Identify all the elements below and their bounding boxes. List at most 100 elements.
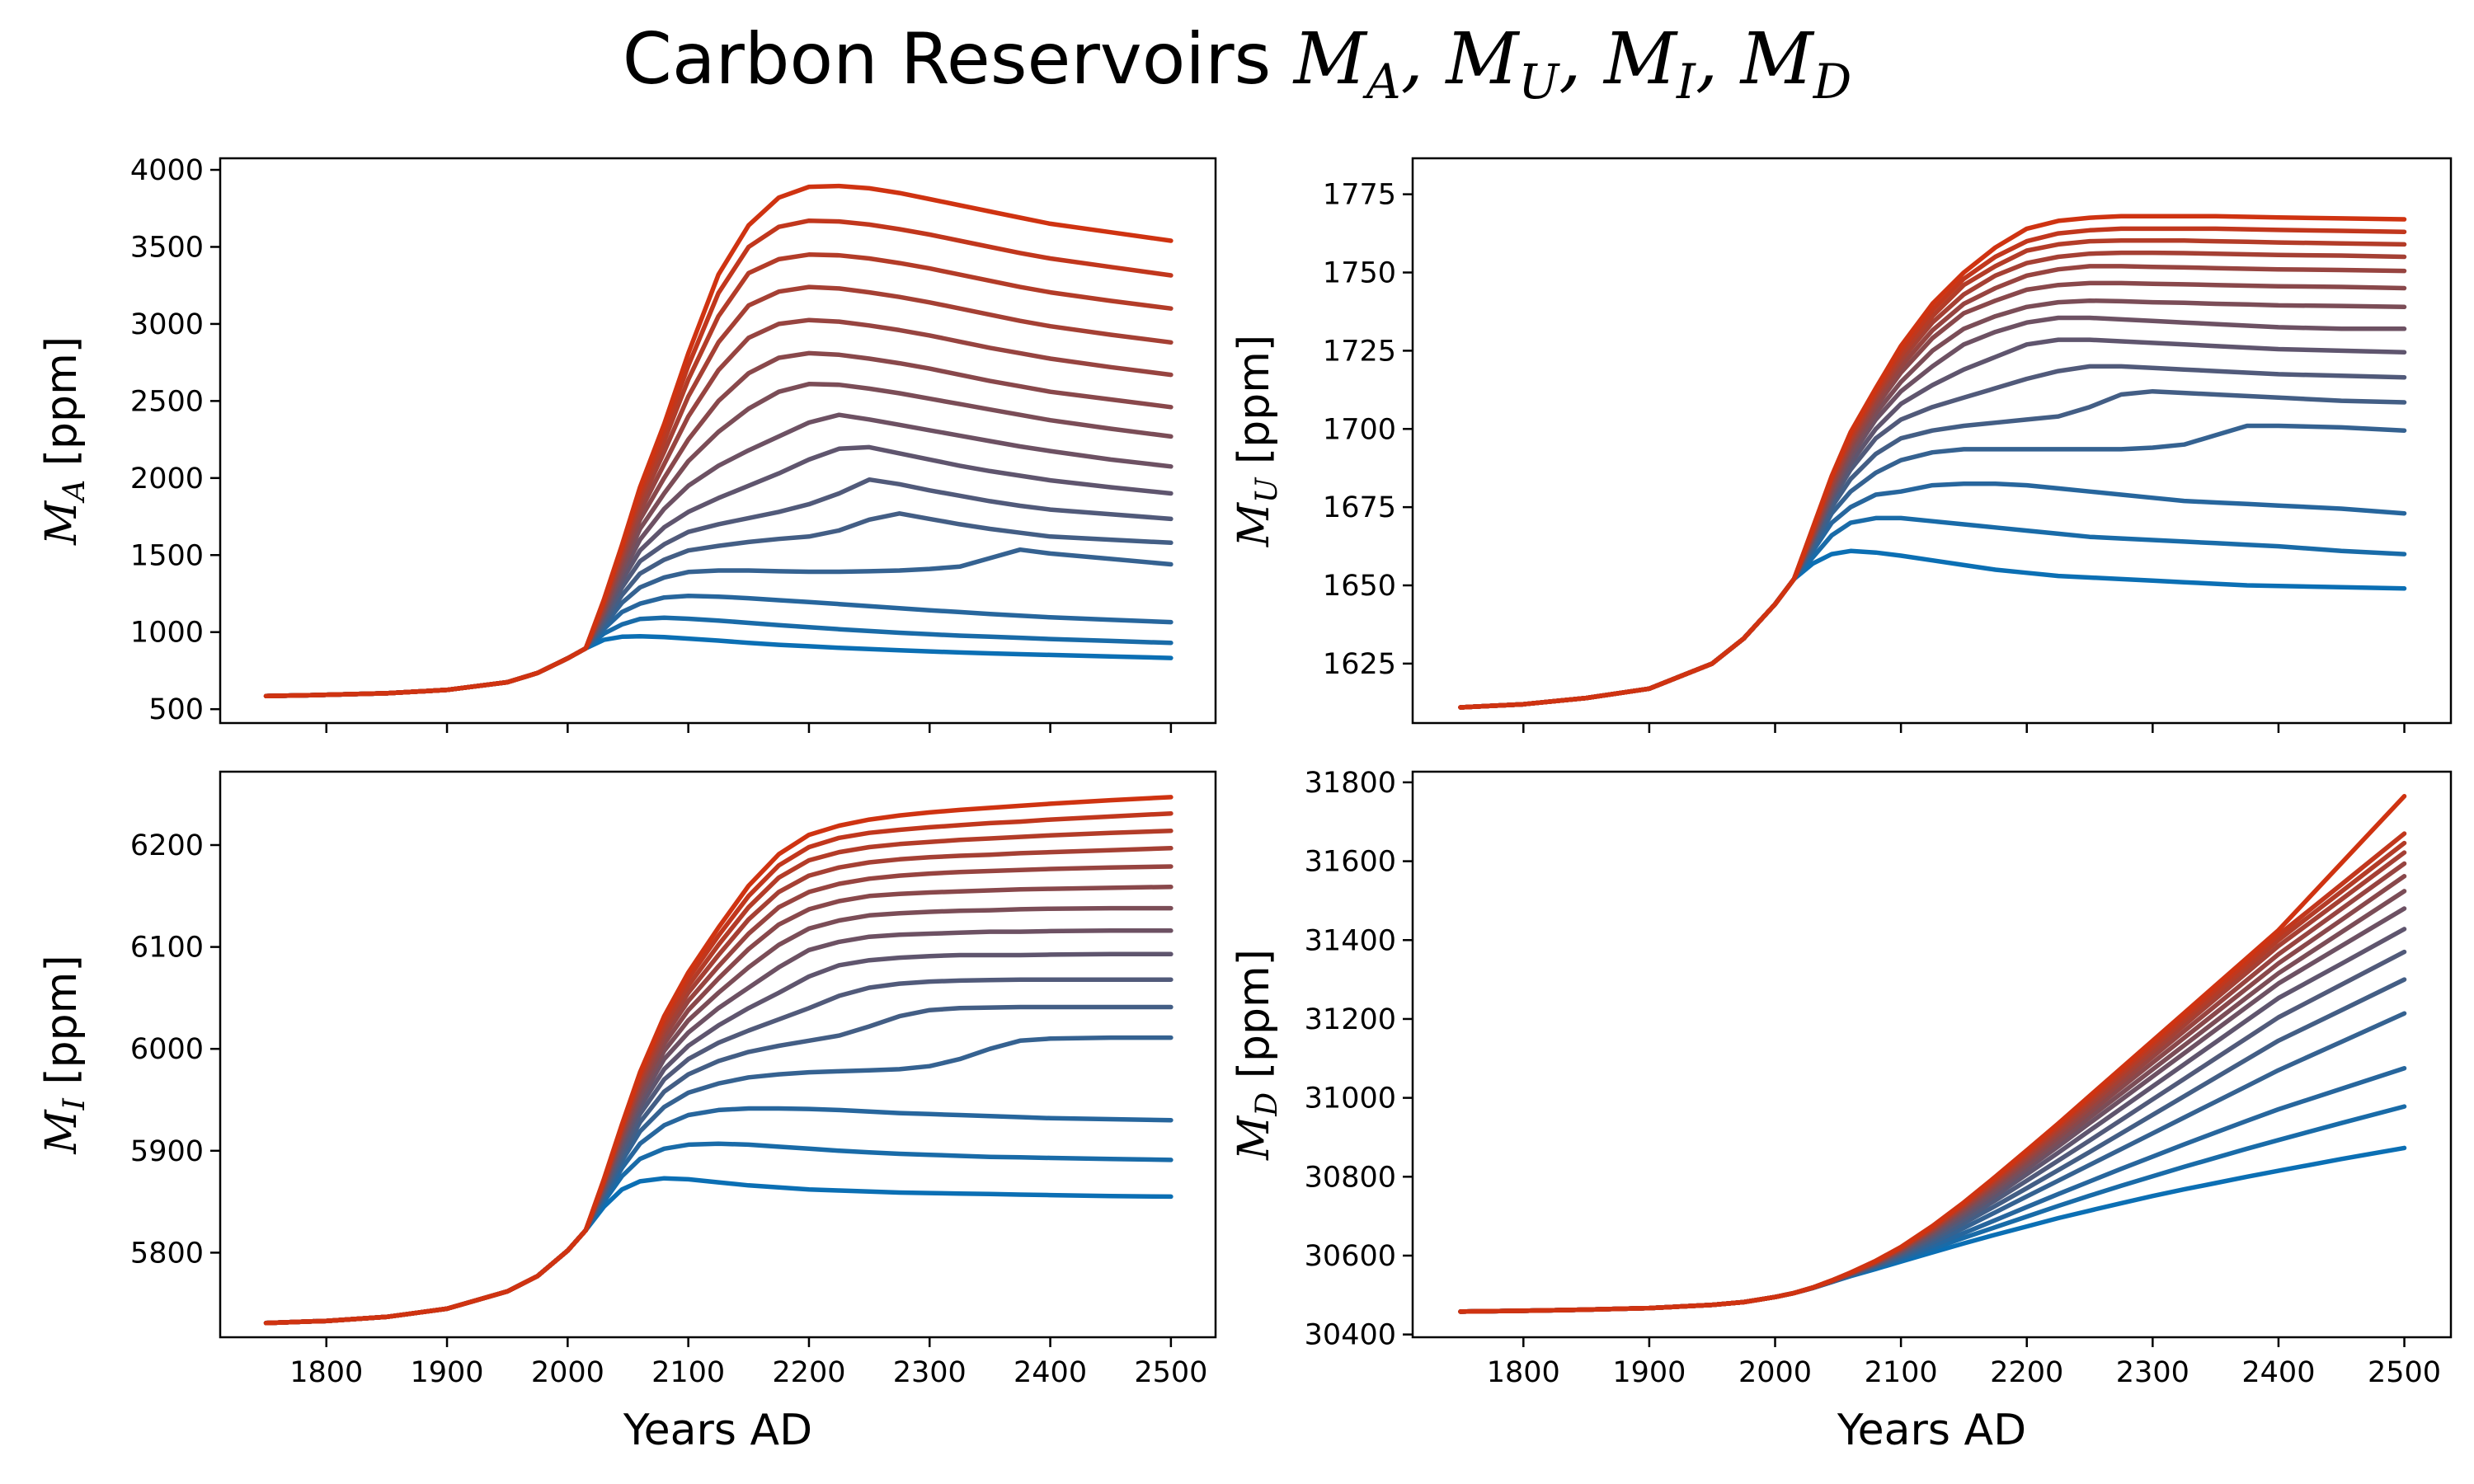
x-tick-label: 2500: [1134, 1356, 1207, 1389]
y-tick-label: 5900: [130, 1135, 204, 1168]
y-label-unit: [ppm]: [1230, 949, 1279, 1092]
axes-frame: [219, 770, 1217, 1339]
axes-frame: [1411, 157, 2453, 725]
y-label-subscript: U: [1250, 477, 1284, 503]
y-tick-label: 2500: [130, 385, 204, 418]
x-tick-label: 2000: [1738, 1356, 1812, 1389]
series-line-5: [263, 511, 1174, 699]
series-line-9: [263, 382, 1174, 699]
figure-title: Carbon Reservoirs MA, MU, MI, MD: [0, 18, 2474, 110]
y-tick-label: 3500: [130, 231, 204, 264]
figure-title-text: Carbon Reservoirs: [622, 18, 1294, 101]
axes-frame: [1411, 770, 2453, 1339]
x-tick-label: 1900: [1612, 1356, 1686, 1389]
series-line-2: [263, 615, 1174, 699]
y-tick-label: 31400: [1305, 924, 1396, 957]
y-axis-label: MU [ppm]: [1230, 335, 1284, 547]
series-line-12: [263, 284, 1174, 699]
y-label-symbol: M: [1230, 501, 1279, 547]
y-tick-label: 1750: [1323, 257, 1396, 290]
y-axis-label: MA [ppm]: [37, 336, 92, 546]
y-axis-label: MI [ppm]: [37, 955, 92, 1154]
series-line-6: [1458, 949, 2407, 1314]
series-line-3: [263, 1106, 1174, 1326]
series-line-8: [1458, 315, 2407, 710]
series-line-1: [1458, 548, 2407, 710]
y-tick-label: 6000: [130, 1033, 204, 1066]
series-line-3: [1458, 1065, 2407, 1314]
series-line-14: [263, 218, 1174, 699]
series-line-4: [263, 547, 1174, 699]
x-tick-label: 2200: [772, 1356, 845, 1389]
y-label-unit: [ppm]: [37, 336, 87, 480]
y-tick-label: 31800: [1305, 767, 1396, 800]
series-line-6: [1458, 364, 2407, 710]
x-tick-label: 1800: [289, 1356, 363, 1389]
x-tick-label: 2300: [2116, 1356, 2189, 1389]
y-tick-label: 1625: [1323, 648, 1396, 681]
y-tick-label: 31600: [1305, 846, 1396, 879]
y-tick-label: 30600: [1305, 1240, 1396, 1273]
y-tick-label: 6100: [130, 932, 204, 965]
series-line-14: [1458, 226, 2407, 710]
y-label-unit: [ppm]: [37, 955, 87, 1098]
y-label-subscript: D: [1250, 1092, 1284, 1117]
figure-title-math: MA, MU, MI, MD: [1293, 18, 1852, 110]
subplot-ma: 500 1000 1500 2000 2500 3000 3500 4000 MA [ppm]: [37, 154, 1217, 733]
series-line-3: [263, 594, 1174, 699]
y-tick-label: 30400: [1305, 1319, 1396, 1352]
series-line-4: [1458, 1011, 2407, 1314]
series-line-12: [1458, 250, 2407, 710]
x-tick-label: 2000: [531, 1356, 604, 1389]
series-line-3: [1458, 481, 2407, 710]
series-line-5: [263, 1004, 1174, 1326]
series-group: [263, 183, 1174, 699]
y-label-symbol: M: [1230, 1115, 1279, 1161]
y-tick-label: 1700: [1323, 413, 1396, 446]
y-tick-label: 31200: [1305, 1003, 1396, 1036]
subplot-mu: 1625 1650 1675 1700 1725 1750 1775 MU [ppm]: [1230, 157, 2453, 733]
axes-frame: [219, 157, 1217, 725]
series-line-8: [263, 928, 1174, 1326]
y-tick-label: 4000: [130, 154, 204, 187]
y-tick-label: 1500: [130, 539, 204, 572]
y-tick-label: 5800: [130, 1237, 204, 1270]
series-group: [1458, 214, 2407, 710]
y-tick-label: 2000: [130, 463, 204, 495]
series-line-15: [263, 795, 1174, 1326]
series-line-13: [263, 828, 1174, 1326]
y-tick-label: 31000: [1305, 1082, 1396, 1115]
x-tick-label: 1900: [411, 1356, 484, 1389]
x-tick-label: 1800: [1487, 1356, 1560, 1389]
series-line-6: [263, 977, 1174, 1326]
x-tick-label: 2200: [1990, 1356, 2063, 1389]
series-line-1: [263, 634, 1174, 699]
series-line-15: [1458, 793, 2407, 1314]
y-label-symbol: M: [37, 500, 87, 546]
y-tick-label: 1775: [1323, 179, 1396, 212]
y-tick-label: 1675: [1323, 491, 1396, 524]
y-tick-label: 500: [148, 693, 204, 726]
series-line-1: [263, 1176, 1174, 1326]
series-line-2: [1458, 1104, 2407, 1314]
series-line-6: [263, 477, 1174, 699]
y-tick-label: 30800: [1305, 1161, 1396, 1194]
y-axis-label: MD [ppm]: [1230, 949, 1284, 1161]
series-group: [1458, 793, 2407, 1314]
x-axis-label: Years AD: [1837, 1406, 2026, 1455]
series-line-15: [1458, 214, 2407, 710]
y-label-symbol: M: [37, 1109, 87, 1155]
series-line-4: [1458, 423, 2407, 710]
x-tick-label: 2100: [1865, 1356, 1938, 1389]
y-tick-label: 1000: [130, 617, 204, 650]
series-line-2: [263, 1141, 1174, 1326]
y-tick-label: 1725: [1323, 335, 1396, 368]
series-line-5: [1458, 388, 2407, 710]
subplot-mi: 5800 5900 6000 6100 6200 1800 1900 2000 2100 2200…: [37, 770, 1217, 1455]
x-tick-label: 2100: [651, 1356, 725, 1389]
y-label-subscript: I: [58, 1097, 92, 1111]
series-line-2: [1458, 515, 2407, 710]
series-line-15: [263, 183, 1174, 699]
